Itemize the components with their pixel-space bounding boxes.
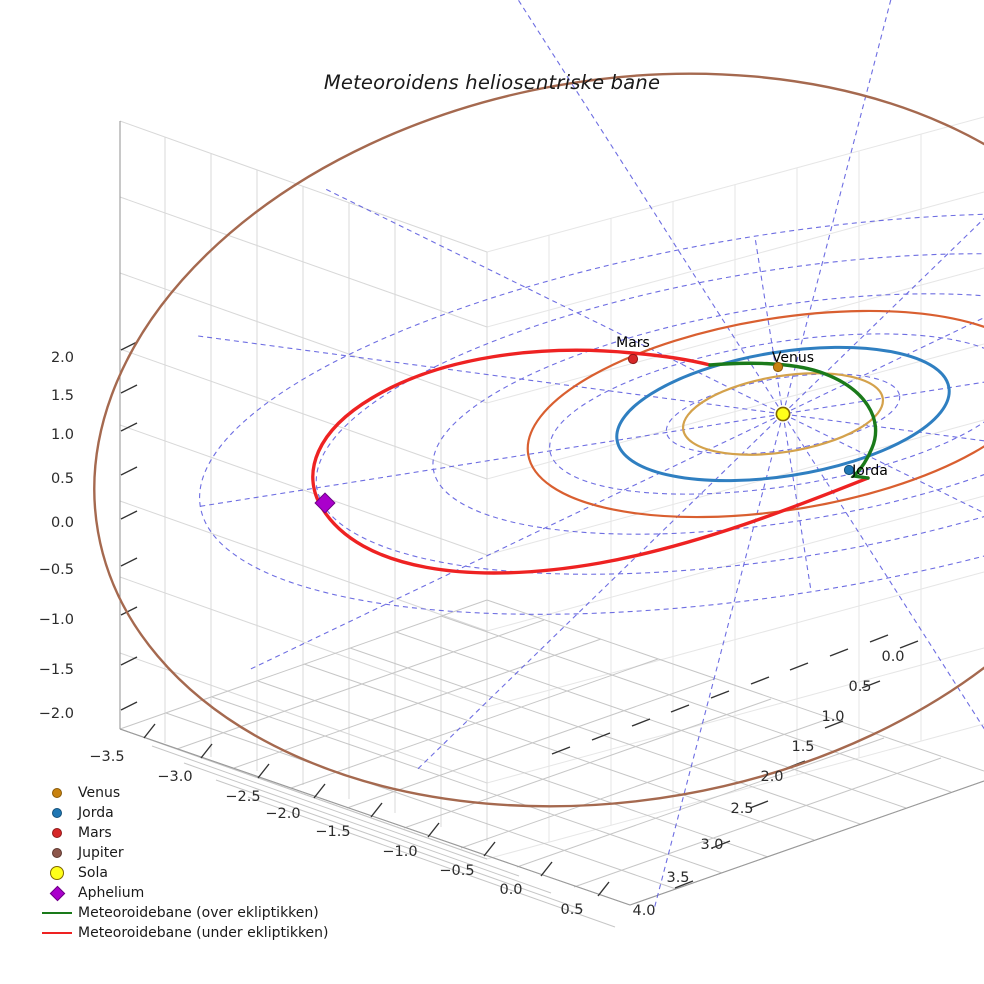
legend-item-label: Meteoroidebane (under ekliptikken) [78,925,329,941]
dot-marker [36,828,78,838]
x-axis-tick: 0.0 [499,882,523,898]
x-axis-tick: −0.5 [439,863,475,879]
z-axis-tick: −0.5 [38,562,74,578]
y-axis-tick: 2.0 [760,769,784,785]
legend-item[interactable]: Jupiter [36,843,326,863]
marker-jorda [843,464,855,476]
x-axis-tick: −2.5 [225,789,261,805]
dot-marker [36,848,78,858]
z-axis-tick: 0.5 [50,471,74,487]
x-axis-tick: −1.5 [315,824,351,840]
legend-item[interactable]: Sola [36,863,326,883]
legend-item[interactable]: Aphelium [36,883,326,903]
z-axis-tick: 1.0 [50,427,74,443]
z-axis-tick: −1.0 [38,612,74,628]
dot-marker-glyph [52,848,62,858]
legend-item[interactable]: Venus [36,783,326,803]
point-label-venus: Venus [771,350,815,366]
dot-marker-glyph [50,866,64,880]
orbit-jupiter [93,72,984,808]
marker-venus [772,361,784,373]
y-axis-tick: 0.5 [848,679,872,695]
legend-item[interactable]: Meteoroidebane (over ekliptikken) [36,903,326,923]
meteoroid-orbit-below-ecliptic [311,348,870,575]
y-axis-tick: 1.5 [791,739,815,755]
y-axis-tick: 3.0 [700,837,724,853]
z-axis-tick: 0.0 [50,515,74,531]
page-title: Meteoroidens heliosentriske bane [323,71,661,94]
orbit-jorda [615,345,951,483]
point-label-jorda: Jorda [852,463,888,479]
diamond-marker [36,885,78,901]
y-axis-tick: 0.0 [881,649,905,665]
line-swatch-glyph [42,931,72,935]
marker-sola [775,406,791,422]
x-axis-tick: −2.0 [265,806,301,822]
legend-item-label: Jupiter [78,845,124,861]
z-axis-tick: 1.5 [50,388,74,404]
z-axis-tick: −1.5 [38,662,74,678]
x-axis-tick: −1.0 [382,844,418,860]
pane-floor [119,599,984,928]
legend-item[interactable]: Meteoroidebane (under ekliptikken) [36,923,329,943]
dot-marker-glyph [52,808,62,818]
orbit-venus [681,372,885,456]
line-swatch [36,911,78,915]
y-axis-tick: 3.5 [666,870,690,886]
legend: Venus Jorda Mars Jupiter Sola Aphelium Meteoro… [36,783,329,943]
legend-item-label: Meteoroidebane (over ekliptikken) [78,905,319,921]
line-swatch-glyph [42,911,72,915]
point-label-mars: Mars [616,335,650,351]
x-axis-tick: 0.5 [560,902,584,918]
diamond-marker-glyph [49,885,65,901]
dot-marker-glyph [52,788,62,798]
legend-item[interactable]: Mars [36,823,326,843]
z-axis-tick: −2.0 [38,706,74,722]
dot-marker [36,788,78,798]
legend-item[interactable]: Jorda [36,803,326,823]
legend-item-label: Aphelium [78,885,145,901]
legend-item-label: Venus [78,785,121,801]
dot-marker [36,866,78,880]
legend-item-label: Jorda [78,805,114,821]
y-axis-tick: 1.0 [821,709,845,725]
marker-mars [627,353,639,365]
axis-ticks [120,341,889,897]
axis-spines [119,121,984,906]
y-axis-tick: 4.0 [632,903,656,919]
y-axis-tick: 2.5 [730,801,754,817]
axis-ticks-secondary [674,640,919,889]
x-axis-tick: −3.5 [89,749,125,765]
x-axis-tick: −3.0 [157,769,193,785]
legend-item-label: Sola [78,865,108,881]
meteoroid-orbit-above-ecliptic [708,361,878,480]
orbit-mars [526,309,984,519]
dot-marker [36,808,78,818]
marker-aphelium [314,492,336,514]
legend-item-label: Mars [78,825,112,841]
line-swatch [36,931,78,935]
z-axis-tick: 2.0 [50,350,74,366]
pane-right-wall [486,116,984,860]
dot-marker-glyph [52,828,62,838]
